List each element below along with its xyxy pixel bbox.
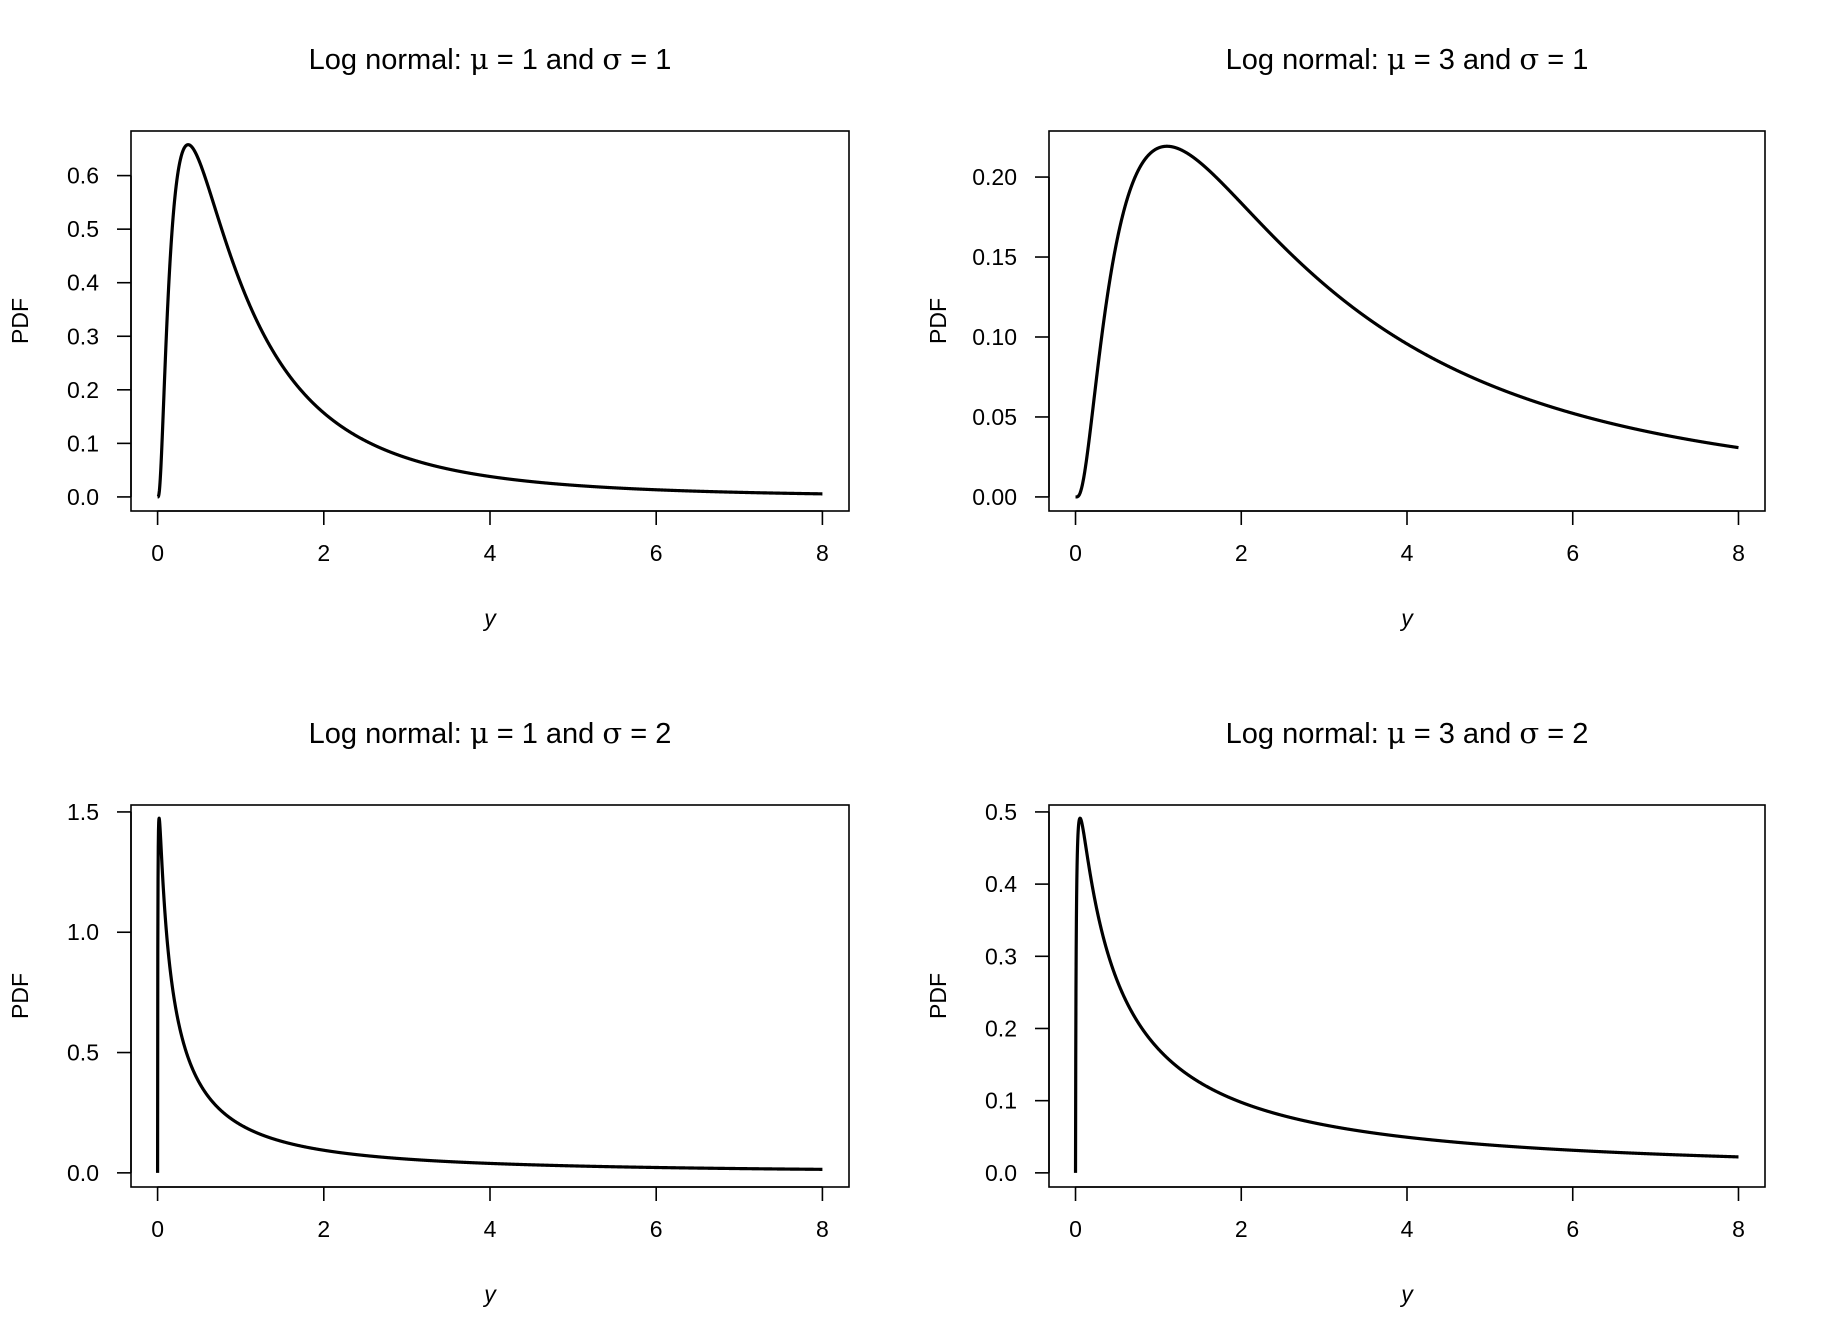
x-tick-label: 2 [1235, 540, 1248, 566]
x-tick-label: 0 [1069, 540, 1082, 566]
panel-1: Log normal: μ = 1 and σ = 1 0 2 4 6 8 y 0.0 0.1 0… [7, 42, 850, 631]
pdf-curve [1073, 816, 1740, 1173]
x-tick-label: 4 [484, 1216, 497, 1242]
y-axis-label: PDF [7, 298, 33, 344]
title-mu-symbol: μ [470, 716, 489, 750]
y-tick-label: 0.5 [985, 799, 1017, 825]
y-tick-label: 0.0 [985, 1160, 1017, 1186]
y-tick-label: 0.2 [67, 377, 99, 403]
y-tick-label: 0.10 [972, 324, 1017, 350]
x-tick-label: 0 [151, 540, 164, 566]
x-tick-label: 8 [816, 540, 829, 566]
y-tick-label: 1.0 [67, 919, 99, 945]
title-mu-text: = 3 and [1406, 44, 1520, 76]
x-tick-label: 2 [1235, 1216, 1248, 1242]
pdf-curve [155, 816, 824, 1173]
y-axis-label: PDF [7, 973, 33, 1019]
x-axis-label: y [482, 605, 497, 631]
title-sigma-symbol: σ [602, 42, 622, 76]
plot-frame [130, 130, 850, 512]
title-prefix: Log normal: [1226, 718, 1387, 750]
pdf-curve [1074, 144, 1740, 499]
title-sigma-text: = 2 [622, 718, 671, 750]
y-tick-label: 0.1 [67, 430, 99, 456]
y-tick-label: 1.5 [67, 799, 99, 825]
y-tick-label: 0.0 [67, 1160, 99, 1186]
title-prefix: Log normal: [1226, 44, 1387, 76]
x-tick-label: 4 [484, 540, 497, 566]
chart-title: Log normal: μ = 3 and σ = 2 [1226, 716, 1589, 750]
title-prefix: Log normal: [309, 718, 470, 750]
y-tick-label: 0.0 [67, 484, 99, 510]
pdf-curve [156, 143, 824, 499]
title-sigma-symbol: σ [1519, 42, 1539, 76]
y-tick-label: 0.3 [67, 323, 99, 349]
y-axis-label: PDF [925, 973, 951, 1019]
y-tick-label: 0.05 [972, 404, 1017, 430]
y-tick-label: 0.00 [972, 484, 1017, 510]
title-mu-text: = 1 and [489, 44, 603, 76]
title-mu-symbol: μ [1387, 716, 1406, 750]
x-tick-label: 4 [1401, 540, 1414, 566]
title-sigma-text: = 2 [1539, 718, 1588, 750]
x-tick-label: 4 [1401, 1216, 1414, 1242]
title-mu-text: = 1 and [489, 718, 603, 750]
y-tick-label: 0.15 [972, 244, 1017, 270]
panel-2: Log normal: μ = 3 and σ = 1 0 2 4 6 8 y 0.00 0.0… [925, 42, 1766, 631]
plot-frame [130, 804, 850, 1188]
plot-frame [1048, 804, 1766, 1188]
y-tick-label: 0.5 [67, 1040, 99, 1066]
y-axis-label: PDF [925, 298, 951, 344]
x-tick-label: 8 [1732, 1216, 1745, 1242]
title-mu-text: = 3 and [1406, 718, 1520, 750]
x-tick-label: 2 [317, 540, 330, 566]
y-tick-label: 0.2 [985, 1015, 1017, 1041]
y-tick-label: 0.4 [985, 871, 1017, 897]
x-tick-label: 8 [816, 1216, 829, 1242]
panel-4: Log normal: μ = 3 and σ = 2 0 2 4 6 8 y 0.0 0.1 0… [925, 716, 1766, 1307]
title-sigma-symbol: σ [1519, 716, 1539, 750]
plot-frame [1048, 130, 1766, 512]
x-tick-label: 6 [650, 1216, 663, 1242]
x-tick-label: 0 [151, 1216, 164, 1242]
x-tick-label: 6 [1566, 1216, 1579, 1242]
x-tick-label: 6 [650, 540, 663, 566]
title-mu-symbol: μ [470, 42, 489, 76]
x-tick-label: 6 [1566, 540, 1579, 566]
y-tick-label: 0.20 [972, 164, 1017, 190]
title-prefix: Log normal: [309, 44, 470, 76]
title-sigma-text: = 1 [622, 44, 671, 76]
title-sigma-text: = 1 [1539, 44, 1588, 76]
x-tick-label: 2 [317, 1216, 330, 1242]
panel-3: Log normal: μ = 1 and σ = 2 0 2 4 6 8 y 0.0 0.5 1… [7, 716, 850, 1307]
y-tick-label: 0.5 [67, 216, 99, 242]
chart-title: Log normal: μ = 1 and σ = 2 [309, 716, 672, 750]
y-tick-label: 0.6 [67, 163, 99, 189]
x-tick-label: 8 [1732, 540, 1745, 566]
y-tick-label: 0.4 [67, 270, 99, 296]
chart-title: Log normal: μ = 3 and σ = 1 [1226, 42, 1589, 76]
x-axis-label: y [482, 1281, 497, 1307]
title-sigma-symbol: σ [602, 716, 622, 750]
x-axis-label: y [1399, 1281, 1414, 1307]
y-tick-label: 0.1 [985, 1088, 1017, 1114]
chart-title: Log normal: μ = 1 and σ = 1 [309, 42, 672, 76]
x-axis-label: y [1399, 605, 1414, 631]
x-tick-label: 0 [1069, 1216, 1082, 1242]
title-mu-symbol: μ [1387, 42, 1406, 76]
y-tick-label: 0.3 [985, 943, 1017, 969]
